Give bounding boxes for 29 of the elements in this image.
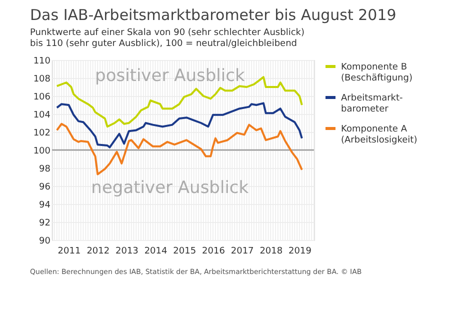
x-tick-label: 2017 bbox=[230, 246, 254, 256]
y-tick-label: 110 bbox=[33, 56, 51, 66]
legend-label: Arbeitsmarkt-barometer bbox=[341, 94, 403, 114]
annotation: positiver Ausblick bbox=[95, 66, 245, 86]
x-tick-label: 2014 bbox=[144, 246, 168, 256]
y-tick-label: 102 bbox=[33, 128, 50, 138]
x-tick-label: 2019 bbox=[288, 246, 312, 256]
chart-title: Das IAB-Arbeitsmarktbarometer bis August 2019 bbox=[30, 6, 396, 24]
line-series bbox=[56, 122, 303, 176]
y-tick-label: 92 bbox=[39, 218, 50, 228]
y-tick-label: 98 bbox=[39, 164, 51, 174]
chart-subtitle: Punktwerte auf einer Skala von 90 (sehr schlechter Ausblick) bis 110 (sehr guter Ausblick), 100 = neutral/gleichbleibend bbox=[30, 28, 304, 49]
annotation: negativer Ausblick bbox=[91, 178, 249, 198]
y-tick-label: 96 bbox=[39, 182, 51, 192]
x-tick-label: 2018 bbox=[260, 246, 283, 256]
x-tick-label: 2015 bbox=[173, 246, 196, 256]
legend-label: Komponente A (Arbeitslosigkeit) bbox=[341, 124, 418, 146]
legend-label: Komponente B (Beschäftigung) bbox=[341, 62, 412, 84]
y-tick-label: 100 bbox=[33, 146, 51, 156]
y-tick-label: 90 bbox=[39, 236, 51, 246]
y-tick-label: 104 bbox=[33, 110, 51, 120]
y-tick-label: 94 bbox=[39, 200, 51, 210]
line-series bbox=[56, 102, 303, 148]
x-tick-label: 2013 bbox=[116, 246, 138, 256]
y-tick-label: 106 bbox=[33, 92, 51, 102]
x-tick-label: 2016 bbox=[202, 246, 226, 256]
y-tick-label: 108 bbox=[33, 74, 51, 84]
x-tick-label: 2011 bbox=[58, 246, 81, 256]
x-tick-label: 2012 bbox=[86, 246, 110, 256]
